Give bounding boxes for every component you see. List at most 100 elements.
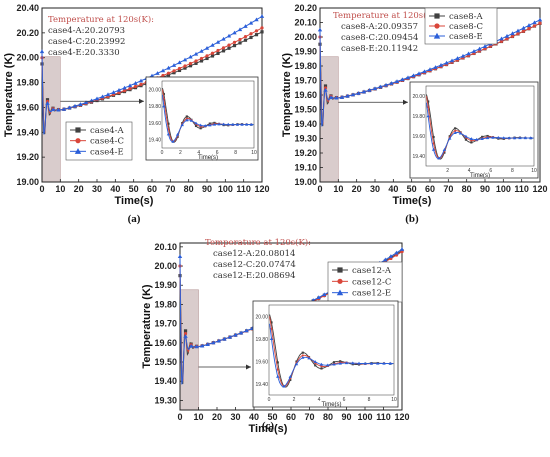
- series-point: [334, 95, 339, 100]
- series-point: [339, 95, 345, 99]
- series-point: [232, 40, 237, 44]
- inset-series-point: [426, 114, 430, 118]
- legend-label: case12-E: [352, 289, 391, 299]
- x-tick-label: 60: [286, 412, 296, 422]
- y-tick-label: 19.10: [294, 163, 317, 173]
- legend-marker: [74, 148, 82, 154]
- x-tick-label: 60: [147, 184, 157, 194]
- series-point: [482, 44, 488, 48]
- inset-series-point: [175, 132, 180, 136]
- inset-series-point: [162, 104, 166, 108]
- series-point: [211, 340, 216, 345]
- inset-series-point: [199, 127, 202, 130]
- inset-chart: 0 2 4 6 8 10 19.40 19.60 19.80 20.00 Time(s): [252, 300, 399, 408]
- x-tick-label: 120: [532, 184, 547, 194]
- inset-series-point: [231, 122, 235, 126]
- x-tick-label: 80: [184, 184, 194, 194]
- series-point: [127, 83, 133, 88]
- series-point: [221, 49, 226, 53]
- series-point: [526, 23, 532, 27]
- inset-series-point: [249, 122, 253, 126]
- series-point: [160, 68, 166, 73]
- inset-series-point: [507, 136, 511, 140]
- x-tick-label: 90: [341, 412, 351, 422]
- y-tick-label: 19.40: [154, 376, 177, 386]
- series-point: [133, 81, 138, 85]
- series-point: [345, 93, 350, 98]
- series-point: [323, 84, 328, 88]
- series-point: [249, 35, 253, 40]
- inset-frame: [145, 76, 259, 161]
- inset-series-point: [464, 134, 468, 138]
- inset-y-tick-label: 19.40: [255, 382, 268, 388]
- annotation-line: case12-C:20.07474: [213, 260, 296, 270]
- series-point: [45, 98, 50, 102]
- series-point: [39, 49, 45, 54]
- x-tick-label: 40: [249, 412, 259, 422]
- inset-series-point: [289, 378, 292, 382]
- series-point: [356, 91, 361, 95]
- annotation-title: Temperature at 120s(K):: [205, 237, 311, 248]
- series-point: [510, 31, 515, 36]
- inset-series-point: [288, 375, 292, 378]
- inset-series-point: [270, 321, 273, 324]
- series-point: [260, 30, 264, 34]
- inset-series-point: [301, 351, 304, 354]
- series-point: [122, 89, 127, 93]
- series-point: [378, 84, 383, 89]
- x-tick-label: 30: [370, 184, 380, 194]
- inset-series-point: [454, 127, 457, 130]
- inset-series-point: [454, 129, 457, 132]
- series-point: [194, 59, 198, 63]
- series-point: [199, 59, 204, 63]
- inset-x-tick-label: 2: [293, 397, 296, 403]
- annotation-line: case8-A:20.09357: [341, 22, 418, 32]
- chart-panel: 0 10 20 30 40 50 60 70 80 90 100 110 120 19.00 19.10 19…: [281, 3, 548, 225]
- y-tick-label: 19.20: [294, 148, 317, 158]
- series-point: [227, 43, 231, 47]
- inset-series-point: [314, 364, 317, 367]
- x-tick-label: 50: [407, 184, 417, 194]
- inset-series-point: [240, 122, 244, 126]
- x-tick-label: 110: [514, 184, 529, 194]
- inset-frame: [409, 81, 539, 179]
- x-tick-label: 80: [462, 184, 472, 194]
- series-point: [100, 94, 105, 99]
- series-point: [183, 334, 188, 338]
- series-point: [182, 57, 188, 62]
- series-point: [199, 48, 204, 53]
- series-point: [323, 87, 328, 92]
- inset-y-tick-label: 19.80: [148, 104, 161, 110]
- inset-series-point: [276, 368, 279, 371]
- y-tick-label: 20.00: [16, 53, 39, 63]
- inset-plot-frame: [268, 304, 395, 396]
- y-tick-label: 20.10: [154, 242, 177, 252]
- series-point: [172, 69, 176, 73]
- series-point: [183, 331, 188, 336]
- inset-series-point: [270, 327, 273, 330]
- inset-y-tick-label: 19.60: [255, 359, 268, 365]
- series-point: [161, 73, 165, 78]
- series-point: [61, 106, 67, 111]
- series-point: [499, 39, 504, 43]
- inset-series-point: [332, 362, 336, 366]
- series-point: [243, 24, 248, 28]
- y-tick-label: 19.70: [154, 319, 177, 329]
- series-point: [194, 344, 199, 349]
- inset-y-tick-label: 19.60: [148, 121, 161, 127]
- inset-x-tick-label: 10: [531, 168, 537, 174]
- series-point: [466, 51, 471, 56]
- inset-series-point: [363, 361, 367, 365]
- inset-x-tick-label: 2: [446, 168, 449, 174]
- series-point: [188, 343, 194, 348]
- series-point: [50, 107, 56, 112]
- series-point: [367, 87, 372, 92]
- series-point: [72, 103, 78, 108]
- series-point: [221, 36, 226, 41]
- legend-marker: [336, 289, 344, 296]
- inset-series-point: [301, 354, 304, 357]
- series-point: [322, 292, 327, 297]
- x-tick-label: 70: [443, 184, 453, 194]
- inset-series-point: [244, 122, 249, 126]
- y-tick-label: 19.80: [294, 61, 317, 71]
